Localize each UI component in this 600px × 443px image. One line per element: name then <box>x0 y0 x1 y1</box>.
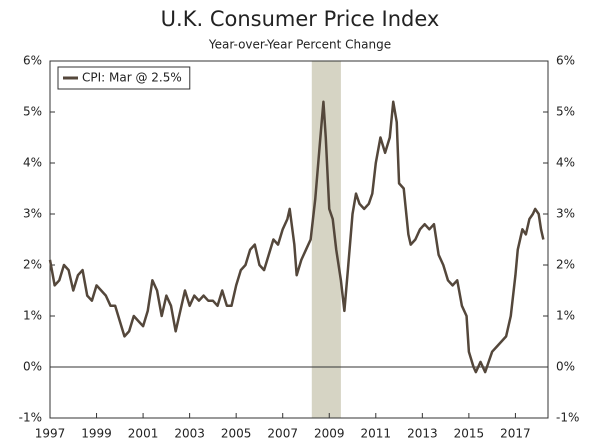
x-tick-label: 2015 <box>454 427 485 441</box>
legend-box <box>57 66 191 90</box>
series-line <box>48 100 545 374</box>
y-tick-label: 1% <box>23 309 42 323</box>
plot-frame <box>49 60 549 419</box>
y2-tick-label: 1% <box>556 309 575 323</box>
chart-title: U.K. Consumer Price Index <box>161 7 440 31</box>
x-tick-label: 2011 <box>361 427 392 441</box>
y-tick-label: -1% <box>19 411 42 425</box>
x-tick-label: 1999 <box>81 427 112 441</box>
x-tick-label: 2001 <box>128 427 159 441</box>
y-tick-label: 3% <box>23 207 42 221</box>
y2-tick-label: 6% <box>556 54 575 68</box>
chart-subtitle: Year-over-Year Percent Change <box>208 38 391 52</box>
y-tick-label: 6% <box>23 54 42 68</box>
x-tick-label: 2005 <box>221 427 252 441</box>
shaded-span <box>311 61 341 418</box>
x-tick-label: 2013 <box>407 427 438 441</box>
x-tick-label: 2003 <box>174 427 205 441</box>
y2-tick-label: 5% <box>556 105 575 119</box>
x-tick-label: 2009 <box>314 427 345 441</box>
y2-tick-label: 3% <box>556 207 575 221</box>
legend-label: CPI: Mar @ 2.5% <box>82 71 182 85</box>
y-tick-label: 2% <box>23 258 42 272</box>
y-tick-label: 4% <box>23 156 42 170</box>
y2-tick-label: 0% <box>556 360 575 374</box>
y2-tick-label: -1% <box>556 411 579 425</box>
x-tick-label: 1997 <box>35 427 66 441</box>
y-tick-label: 5% <box>23 105 42 119</box>
x-tick-label: 2007 <box>267 427 298 441</box>
y-tick-label: 0% <box>23 360 42 374</box>
y2-tick-label: 4% <box>556 156 575 170</box>
x-tick-label: 2017 <box>500 427 531 441</box>
y2-tick-label: 2% <box>556 258 575 272</box>
